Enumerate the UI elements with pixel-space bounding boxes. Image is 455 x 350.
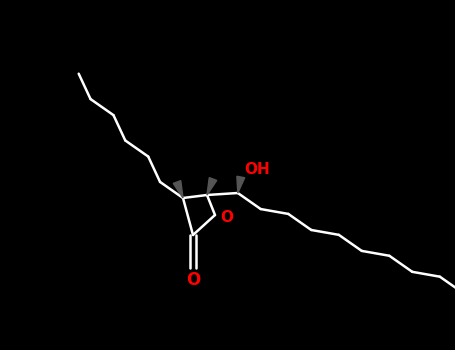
Polygon shape — [173, 181, 183, 198]
Text: O: O — [186, 271, 200, 289]
Text: O: O — [221, 210, 233, 224]
Polygon shape — [207, 177, 217, 195]
Polygon shape — [237, 176, 245, 193]
Text: OH: OH — [244, 161, 270, 176]
